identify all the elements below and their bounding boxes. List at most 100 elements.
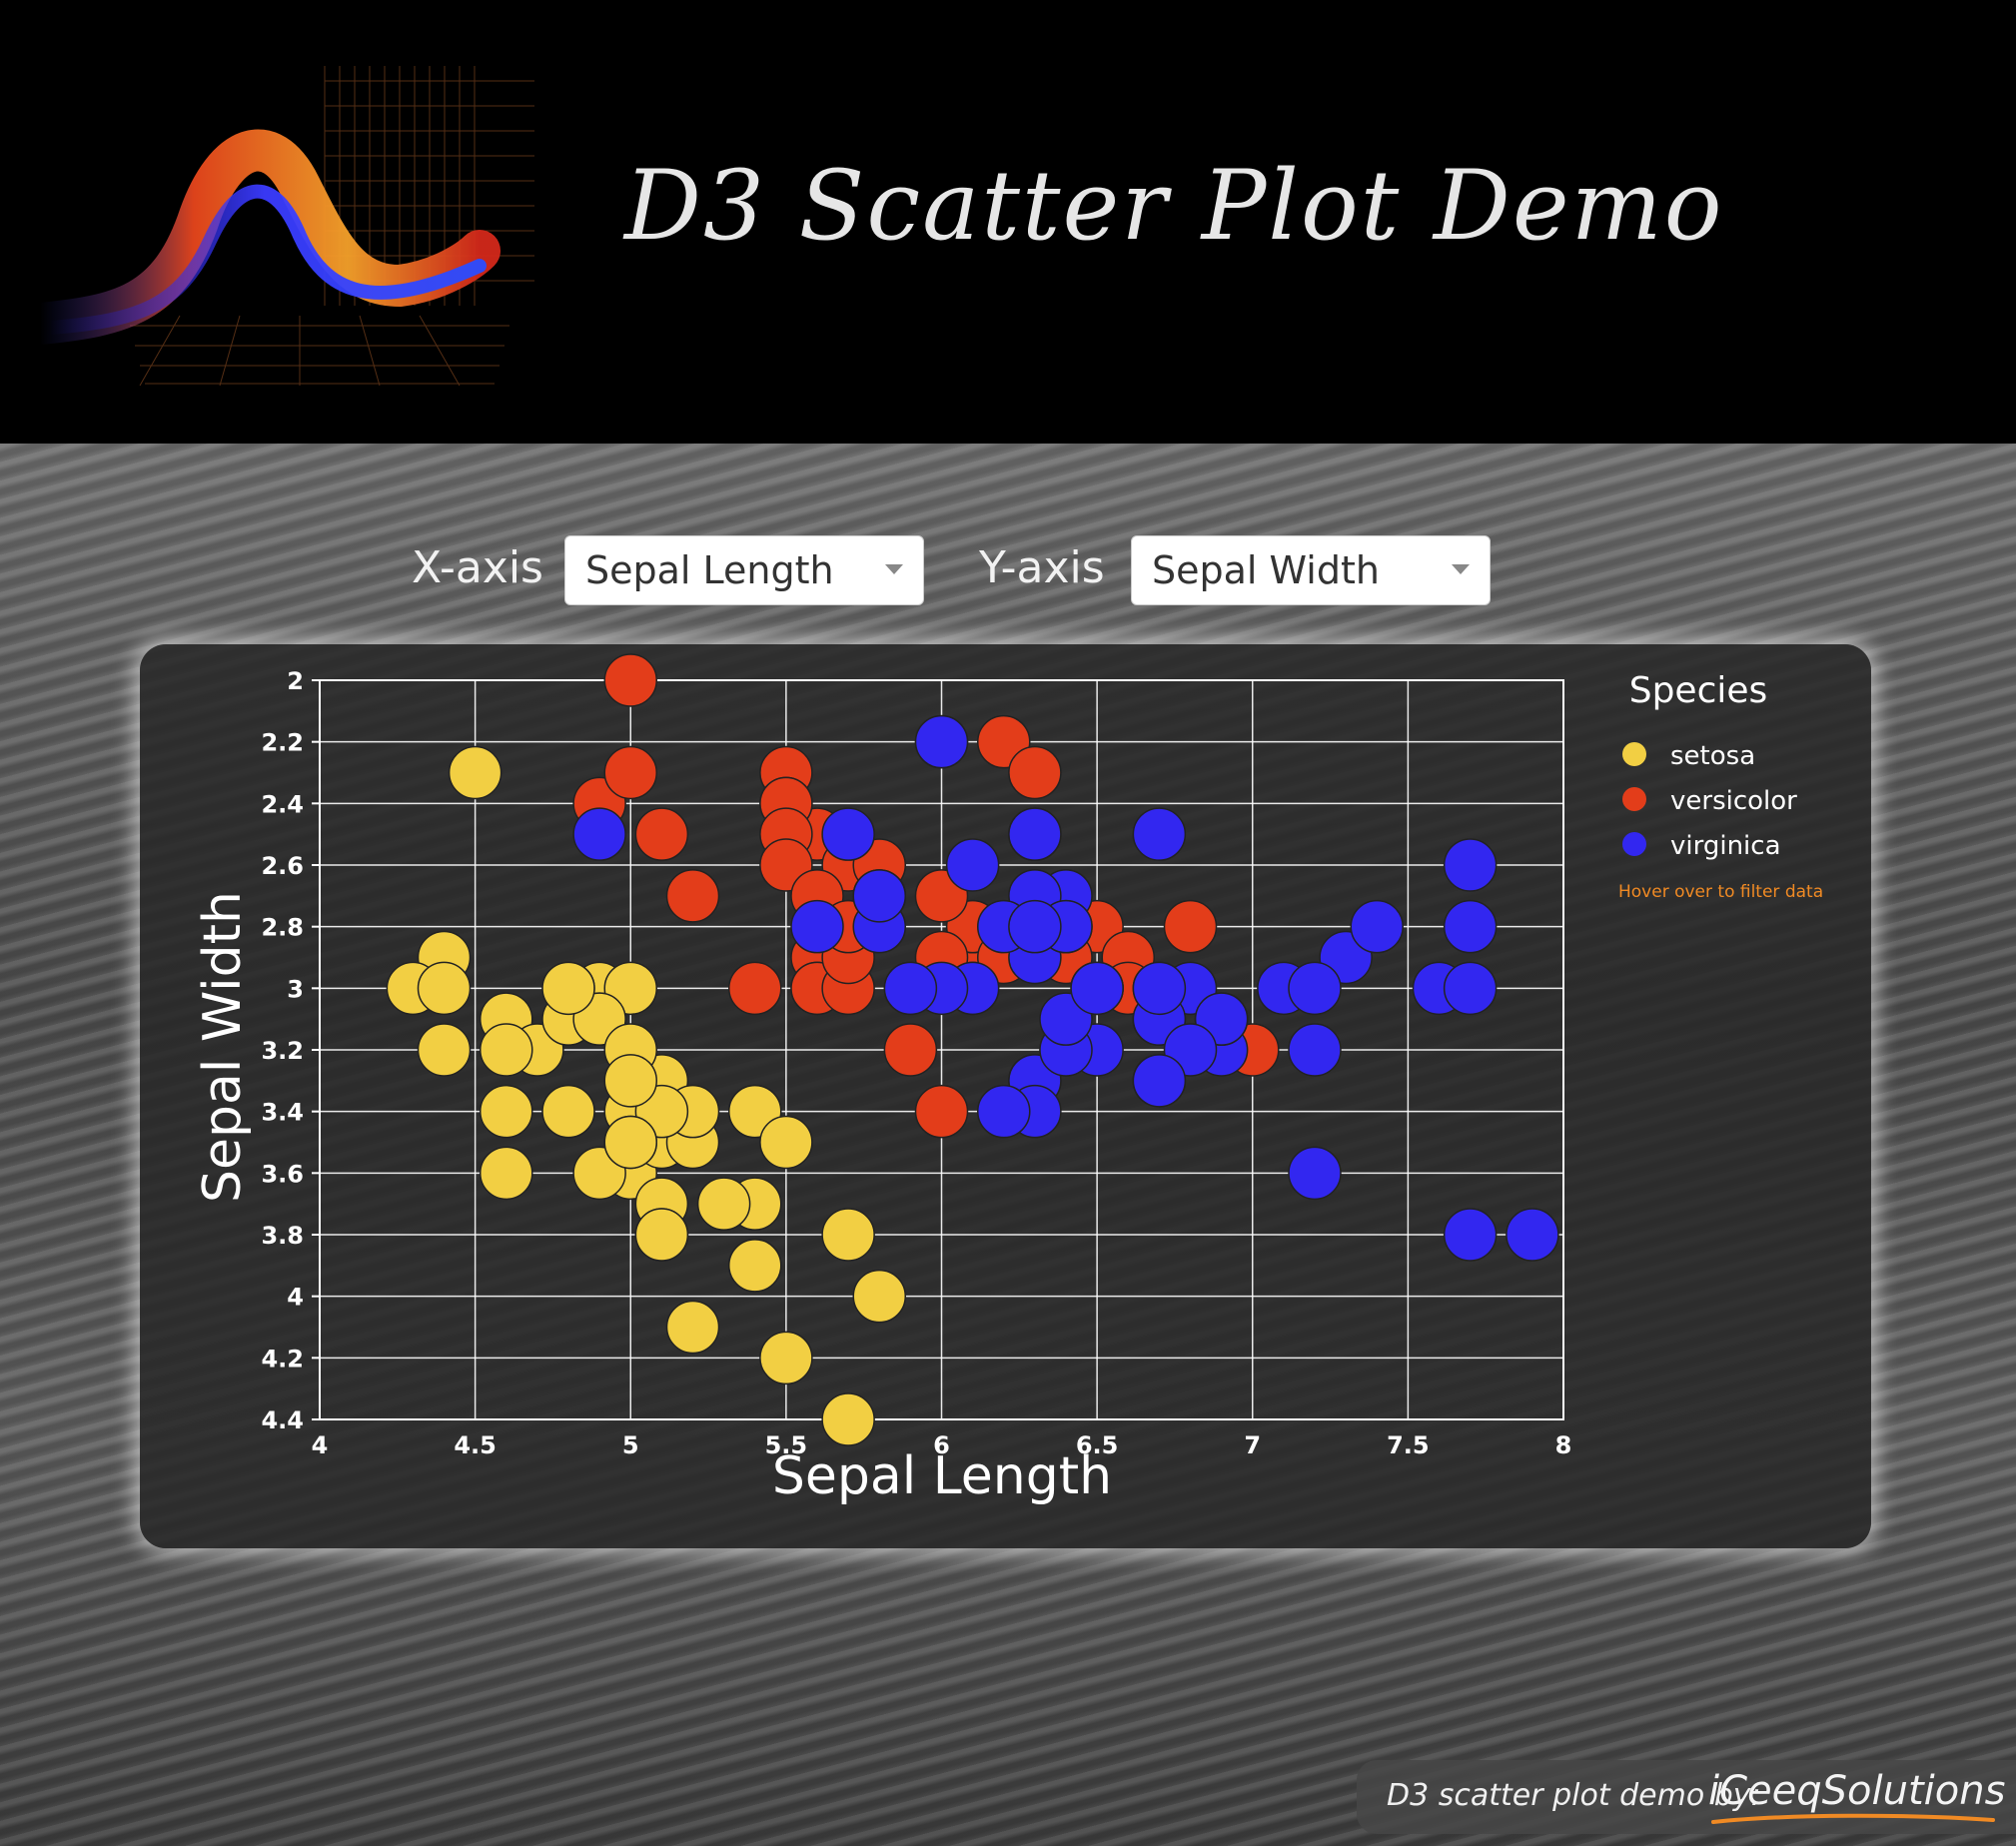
data-point-versicolor[interactable] (634, 807, 689, 861)
x-tick-label: 7 (1244, 1431, 1261, 1459)
chart-points (386, 653, 1559, 1446)
brand-swoosh-icon (1711, 1813, 1995, 1824)
y-tick-label: 2 (287, 667, 304, 695)
data-point-virginica[interactable] (1350, 899, 1404, 954)
data-point-versicolor[interactable] (603, 745, 657, 800)
data-point-virginica[interactable] (1288, 961, 1342, 1016)
y-tick-label: 4.4 (261, 1406, 304, 1434)
legend-swatch (1622, 787, 1646, 811)
data-point-setosa[interactable] (541, 1084, 595, 1139)
data-point-virginica[interactable] (1070, 961, 1124, 1016)
data-point-virginica[interactable] (1008, 807, 1062, 861)
legend-title: Species (1629, 670, 1768, 711)
data-point-setosa[interactable] (696, 1177, 751, 1231)
x-tick-label: 6 (933, 1431, 950, 1459)
legend-item-versicolor[interactable]: versicolor (1622, 786, 1797, 816)
chart-ticks: 4 4.5 5 5.5 6 6.5 7 7.5 8 2 2.2 2.4 2.6 2.8 3 3.2 3.4 3.6… (261, 667, 1571, 1459)
data-point-virginica[interactable] (1443, 838, 1498, 892)
data-point-setosa[interactable] (634, 1208, 689, 1262)
y-tick-label: 3 (287, 975, 304, 1003)
data-point-virginica[interactable] (1443, 899, 1498, 954)
legend-swatch (1622, 742, 1646, 766)
x-axis-select-value: Sepal Length (585, 548, 834, 592)
legend-item-virginica[interactable]: virginica (1622, 831, 1781, 861)
data-point-versicolor[interactable] (665, 869, 720, 923)
scatter-chart: 4 4.5 5 5.5 6 6.5 7 7.5 8 2 2.2 2.4 2.6 2.8 3 3.2 3.4 3.6… (193, 653, 1823, 1506)
x-tick-label: 5 (622, 1431, 639, 1459)
data-point-versicolor[interactable] (728, 961, 782, 1016)
y-tick-label: 2.4 (261, 790, 304, 818)
data-point-virginica[interactable] (1506, 1208, 1559, 1262)
x-axis-label: X-axis (412, 542, 543, 593)
data-point-virginica[interactable] (914, 714, 969, 769)
data-point-virginica[interactable] (977, 1084, 1031, 1139)
y-tick-label: 2.6 (261, 852, 304, 880)
data-point-setosa[interactable] (417, 961, 472, 1016)
y-tick-label: 3.8 (261, 1222, 304, 1250)
legend: Species setosa versicolor virginica Hove… (1618, 670, 1823, 902)
data-point-virginica[interactable] (821, 807, 875, 861)
chevron-down-icon (1452, 564, 1470, 574)
x-axis-select[interactable]: Sepal Length (564, 535, 924, 605)
y-axis-label: Y-axis (979, 542, 1105, 593)
legend-hint: Hover over to filter data (1618, 882, 1823, 902)
data-point-virginica[interactable] (883, 961, 938, 1016)
credit-badge[interactable]: D3 scatter plot demo by: iCeeqSolutions (1357, 1760, 2016, 1834)
data-point-virginica[interactable] (1288, 1146, 1342, 1201)
data-point-versicolor[interactable] (1163, 899, 1218, 954)
data-point-setosa[interactable] (480, 1023, 533, 1077)
legend-swatch (1622, 832, 1646, 856)
data-point-setosa[interactable] (603, 1054, 657, 1108)
data-point-setosa[interactable] (759, 1331, 813, 1385)
y-tick-label: 4.2 (261, 1345, 304, 1373)
x-tick-label: 8 (1555, 1431, 1572, 1459)
data-point-virginica[interactable] (1132, 1054, 1187, 1108)
data-point-virginica[interactable] (852, 869, 906, 923)
data-point-setosa[interactable] (852, 1269, 906, 1324)
data-point-virginica[interactable] (572, 807, 626, 861)
x-axis-title: Sepal Length (772, 1446, 1112, 1506)
data-point-setosa[interactable] (821, 1208, 875, 1262)
data-point-virginica[interactable] (1132, 961, 1187, 1016)
legend-label: virginica (1670, 831, 1781, 861)
data-point-virginica[interactable] (1443, 961, 1498, 1016)
x-tick-label: 5.5 (765, 1431, 808, 1459)
data-point-versicolor[interactable] (914, 1084, 969, 1139)
data-point-virginica[interactable] (1288, 1023, 1342, 1077)
data-point-virginica[interactable] (945, 838, 1000, 892)
y-tick-label: 2.2 (261, 729, 304, 757)
data-point-virginica[interactable] (1008, 899, 1062, 954)
credit-text: D3 scatter plot demo by: (1387, 1778, 1761, 1813)
data-point-setosa[interactable] (480, 1146, 533, 1201)
y-axis-select-value: Sepal Width (1152, 548, 1380, 592)
data-point-setosa[interactable] (665, 1300, 720, 1355)
page-title: D3 Scatter Plot Demo (624, 150, 1724, 262)
y-tick-label: 3.6 (261, 1160, 304, 1188)
legend-item-setosa[interactable]: setosa (1622, 741, 1755, 771)
data-point-virginica[interactable] (1443, 1208, 1498, 1262)
data-point-setosa[interactable] (728, 1239, 782, 1293)
header-banner: D3 Scatter Plot Demo (0, 0, 2016, 444)
x-tick-label: 4 (312, 1431, 329, 1459)
legend-label: setosa (1670, 741, 1755, 771)
data-point-setosa[interactable] (480, 1084, 533, 1139)
y-axis-select[interactable]: Sepal Width (1131, 535, 1491, 605)
y-tick-label: 4 (287, 1284, 304, 1312)
data-point-setosa[interactable] (417, 1023, 472, 1077)
data-point-setosa[interactable] (821, 1392, 875, 1446)
data-point-setosa[interactable] (603, 1115, 657, 1170)
data-point-setosa[interactable] (448, 745, 503, 800)
data-point-virginica[interactable] (790, 899, 844, 954)
x-tick-label: 7.5 (1387, 1431, 1430, 1459)
y-tick-label: 3.4 (261, 1099, 304, 1127)
data-point-setosa[interactable] (759, 1115, 813, 1170)
legend-label: versicolor (1670, 786, 1797, 816)
y-axis-title: Sepal Width (193, 891, 253, 1203)
data-point-versicolor[interactable] (1008, 745, 1062, 800)
chart-panel: 4 4.5 5 5.5 6 6.5 7 7.5 8 2 2.2 2.4 2.6 2.8 3 3.2 3.4 3.6… (140, 644, 1871, 1548)
data-point-versicolor[interactable] (883, 1023, 938, 1077)
data-point-versicolor[interactable] (603, 653, 657, 707)
brand-name[interactable]: iCeeqSolutions (1708, 1768, 2006, 1814)
data-point-virginica[interactable] (1132, 807, 1187, 861)
data-point-setosa[interactable] (541, 961, 595, 1016)
